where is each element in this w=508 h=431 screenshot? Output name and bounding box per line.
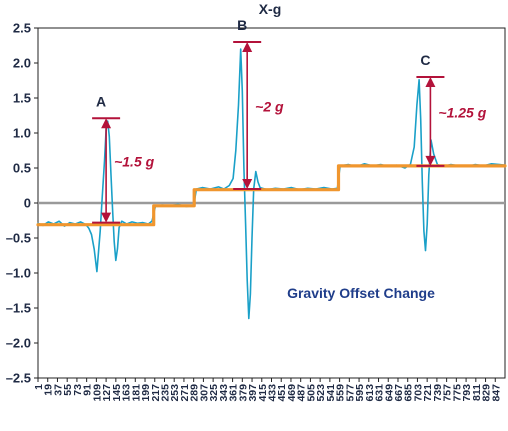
x-tick-label: 811 — [471, 384, 483, 401]
x-tick-label: 109 — [91, 384, 103, 402]
x-tick-label: 217 — [150, 384, 162, 402]
x-tick-label: 577 — [344, 384, 356, 402]
x-tick-label: 91 — [82, 384, 94, 396]
x-tick-label: 685 — [403, 384, 415, 402]
x-tick-label: 73 — [72, 384, 84, 396]
y-tick-label: 0 — [24, 196, 31, 211]
arrow-head-down-a — [101, 212, 112, 223]
x-tick-label: 829 — [481, 384, 493, 402]
x-tick-label: 613 — [364, 384, 376, 402]
x-tick-label: 19 — [43, 384, 55, 396]
gravity-offset-step-line — [36, 164, 507, 227]
annotation-value-a: ~1.5 g — [114, 153, 155, 169]
x-tick-label: 361 — [228, 384, 240, 402]
annotations: A ~1.5 g B ~2 g C ~1.25 g — [92, 17, 487, 224]
x-tick-label: 487 — [296, 384, 308, 402]
x-tick-label: 271 — [179, 384, 191, 402]
x-tick-label: 415 — [257, 384, 269, 402]
x-tick-label: 235 — [159, 384, 171, 402]
x-tick-label: 721 — [422, 384, 434, 402]
x-tick-label: 739 — [432, 384, 444, 402]
x-tick-label: 325 — [208, 384, 220, 402]
y-tick-label: –1.5 — [6, 301, 31, 316]
x-tick-label: 55 — [62, 384, 74, 396]
x-tick-label: 631 — [374, 384, 386, 402]
gravity-offset-label: Gravity Offset Change — [287, 285, 435, 301]
x-tick-label: 775 — [451, 384, 463, 402]
x-tick-label: 307 — [198, 384, 210, 402]
x-tick-label: 289 — [189, 384, 201, 402]
y-tick-label: 1.0 — [13, 126, 31, 141]
x-tick-label: 667 — [393, 384, 405, 402]
x-tick-label: 541 — [325, 384, 337, 402]
annotation-value-b: ~2 g — [255, 99, 284, 115]
x-tick-label: 451 — [276, 384, 288, 402]
x-tick-label: 253 — [169, 384, 181, 402]
x-tick-label: 793 — [461, 384, 473, 402]
x-tick-label: 1 — [33, 384, 45, 390]
x-tick-label: 559 — [335, 384, 347, 402]
y-tick-label: 1.5 — [13, 91, 31, 106]
y-tick-label: 2.0 — [13, 56, 31, 71]
x-tick-label: 703 — [412, 384, 424, 402]
arrow-head-down-c — [425, 155, 436, 166]
x-tick-label: 37 — [52, 384, 64, 396]
arrow-head-up-c — [425, 77, 436, 87]
x-tick-label: 757 — [442, 384, 454, 402]
y-tick-label: –1.0 — [6, 266, 31, 281]
x-tick-label: 163 — [121, 384, 133, 402]
x-tick-label: 595 — [354, 384, 366, 402]
x-tick-label: 379 — [237, 384, 249, 402]
x-tick-label: 847 — [490, 384, 502, 402]
x-tick-label: 397 — [247, 384, 259, 402]
x-tick-label: 433 — [267, 384, 279, 402]
x-tick-label: 505 — [305, 384, 317, 402]
y-tick-label: –2.5 — [6, 371, 31, 386]
x-tick-label: 127 — [101, 384, 113, 402]
x-tick-label: 199 — [140, 384, 152, 402]
x-tick-label: 469 — [286, 384, 298, 402]
measured-signal-line — [37, 48, 506, 320]
arrow-head-up-a — [101, 118, 112, 129]
traces — [36, 48, 507, 320]
y-tick-label: –2.0 — [6, 336, 31, 351]
arrow-head-down-b — [242, 179, 253, 189]
x-tick-label: 649 — [383, 384, 395, 402]
y-tick-label: –0.5 — [6, 231, 31, 246]
annotation-letter-b: B — [237, 17, 247, 33]
chart-title: X-g — [259, 1, 282, 17]
arrow-head-up-b — [242, 42, 253, 52]
x-tick-label: 523 — [315, 384, 327, 402]
x-tick-label: 181 — [130, 384, 142, 402]
annotation-letter-a: A — [96, 93, 106, 109]
x-tick-label: 145 — [111, 384, 123, 402]
y-tick-label: 0.5 — [13, 161, 31, 176]
x-tick-label: 343 — [218, 384, 230, 402]
axes: 2.52.01.51.00.50–0.5–1.0–1.5–2.0–2.51193… — [6, 21, 506, 402]
annotation-letter-c: C — [420, 52, 430, 68]
annotation-value-c: ~1.25 g — [438, 104, 486, 120]
y-tick-label: 2.5 — [13, 21, 31, 36]
